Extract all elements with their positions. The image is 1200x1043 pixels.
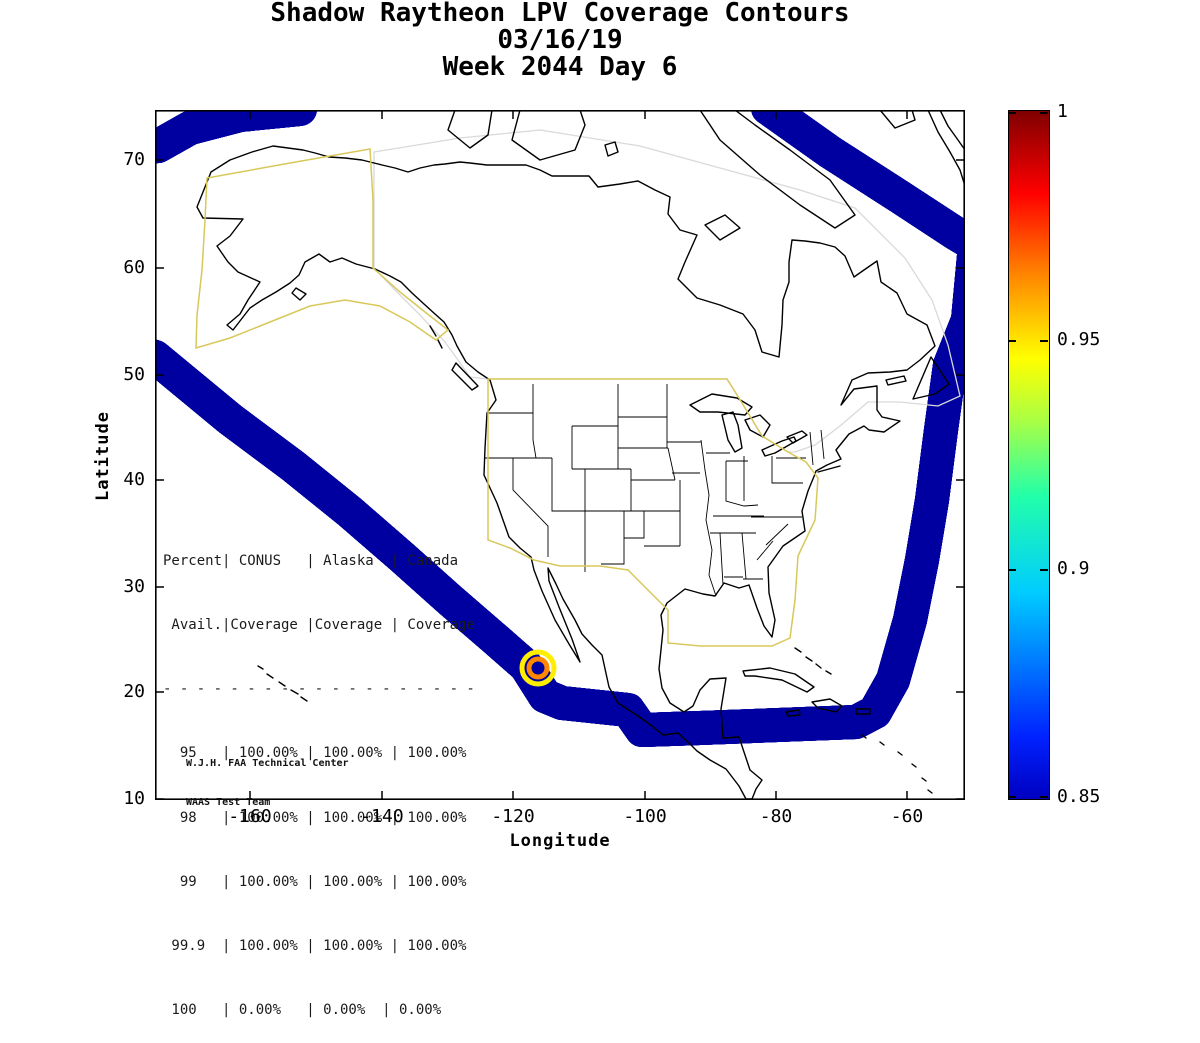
colorbar-tick: [1008, 569, 1016, 571]
coverage-table-row: 100 | 0.00% | 0.00% | 0.00%: [163, 1002, 442, 1019]
credit-line-2: WAAS Test Team: [186, 797, 271, 808]
canada-boundary: [373, 129, 961, 453]
lake-michigan: [721, 411, 743, 453]
coverage-table-header2: Avail.|Coverage |Coverage | Coverage: [163, 617, 475, 634]
lake-huron: [744, 414, 771, 438]
puerto-rico: [855, 708, 871, 715]
x-tick-label: -60: [890, 806, 924, 827]
victoria-island: [511, 110, 586, 161]
colorbar-tick-label: 0.95: [1057, 329, 1101, 350]
y-tick-label: 70: [123, 149, 145, 170]
haida-gwaii: [429, 325, 443, 349]
credit-annotation: W.J.H. FAA Technical Center WAAS Test Te…: [186, 731, 349, 822]
y-tick-label: 10: [123, 788, 145, 809]
coverage-table-row: 95 | 100.00% | 100.00% | 100.00%: [163, 745, 467, 762]
colorbar-tick: [1008, 340, 1016, 342]
figure-subtitle-date: 03/16/19: [497, 25, 623, 55]
mainland-coastline: [196, 145, 936, 800]
newfoundland: [912, 356, 950, 400]
colorbar-tick: [1008, 112, 1016, 114]
tick-marks: [155, 110, 965, 800]
colorbar-tick: [1040, 796, 1048, 798]
conus-boundary: [487, 378, 819, 647]
coverage-table-divider: - - - - - - - - - - - - - - - - - - -: [163, 681, 475, 698]
vancouver-island: [451, 362, 479, 391]
kodiak-island: [291, 287, 307, 301]
plot-border: [155, 110, 965, 800]
colorbar-tick: [1040, 112, 1048, 114]
hispaniola: [811, 698, 843, 713]
plot-area: [155, 110, 965, 800]
figure-title-block: Shadow Raytheon LPV Coverage Contours 03…: [155, 0, 965, 81]
lake-superior: [689, 393, 753, 416]
x-tick-label: -100: [623, 806, 667, 827]
y-tick-label: 50: [123, 364, 145, 385]
fringe-detail: [526, 656, 550, 680]
colorbar-tick-label: 0.9: [1057, 558, 1090, 579]
x-axis-label: Longitude: [509, 831, 611, 851]
y-tick-label: 40: [123, 469, 145, 490]
banks-island: [447, 110, 493, 149]
lake-ontario: [786, 430, 808, 444]
southampton-island: [704, 214, 741, 241]
x-tick-label: -80: [759, 806, 793, 827]
x-tick-label: -140: [360, 806, 404, 827]
hawaii-islands: [257, 665, 308, 702]
colorbar: [1008, 110, 1050, 800]
x-tick-label: -160: [228, 806, 272, 827]
long-island: [817, 465, 841, 473]
y-tick-label: 20: [123, 681, 145, 702]
state-borders: [484, 384, 825, 597]
anticosti-island: [885, 375, 907, 386]
colorbar-tick: [1040, 340, 1048, 342]
x-tick-label: -120: [491, 806, 535, 827]
bahamas: [794, 647, 832, 675]
map-canvas: [155, 110, 965, 800]
coastlines: [196, 110, 965, 800]
lesser-antilles: [861, 734, 933, 794]
y-tick-label: 60: [123, 257, 145, 278]
figure-subtitle-week: Week 2044 Day 6: [442, 52, 678, 82]
greenland-coast: [927, 110, 965, 187]
coverage-table-row: 99.9 | 100.00% | 100.00% | 100.00%: [163, 938, 467, 955]
coverage-table-row: 98 | 100.00% | 100.00% | 100.00%: [163, 809, 467, 826]
colorbar-tick-label: 0.85: [1057, 786, 1101, 807]
colorbar-tick: [1040, 569, 1048, 571]
jamaica: [785, 709, 801, 717]
coverage-contour-blob: [155, 110, 965, 747]
figure-title: Shadow Raytheon LPV Coverage Contours: [270, 0, 850, 28]
fringe-detail: [519, 649, 557, 687]
king-william-island: [604, 141, 619, 157]
y-axis-label: Latitude: [93, 411, 113, 501]
colorbar-tick-label: 1: [1057, 101, 1068, 122]
coverage-table-header: Percent| CONUS | Alaska | Canada: [163, 552, 459, 569]
cuba: [742, 667, 815, 693]
y-tick-label: 30: [123, 576, 145, 597]
baffin-island: [699, 110, 856, 229]
ellesmere-island: [879, 110, 916, 129]
credit-line-1: W.J.H. FAA Technical Center: [186, 758, 349, 769]
coverage-table-row: 99 | 100.00% | 100.00% | 100.00%: [163, 873, 467, 890]
alaska-boundary: [195, 148, 450, 350]
colorbar-tick: [1008, 796, 1016, 798]
